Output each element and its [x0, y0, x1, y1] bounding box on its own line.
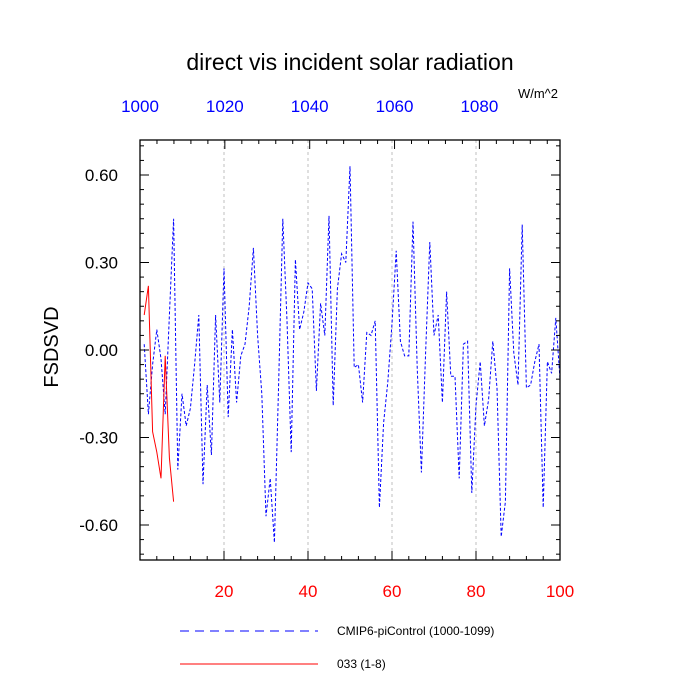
y-tick-label-1: 0.30 [85, 254, 118, 273]
x-tick-label-bottom-20: 20 [215, 582, 234, 601]
x-tick-label-top-1040: 1040 [291, 97, 329, 116]
y-tick-label-4: -0.60 [79, 516, 118, 535]
legend-label-033: 033 (1-8) [337, 657, 386, 671]
tick-labels: 20 40 60 80 100 1000 1020 1040 1060 1080 0.60 0.30 0… [79, 97, 574, 601]
plot-frame [139, 139, 561, 561]
series-line-1 [143, 285, 175, 502]
units-label: W/m^2 [518, 86, 558, 101]
y-tick-label-0: 0.60 [85, 166, 118, 185]
x-tick-label-bottom-60: 60 [383, 582, 402, 601]
y-axis-label: FSDSVD [41, 306, 63, 387]
series-layer [143, 166, 561, 543]
x-tick-label-top-1080: 1080 [460, 97, 498, 116]
x-tick-label-bottom-80: 80 [467, 582, 486, 601]
x-tick-label-top-1020: 1020 [206, 97, 244, 116]
legend-label-cmip6: CMIP6-piControl (1000-1099) [337, 624, 494, 638]
axis-ticks [139, 140, 561, 560]
x-tick-label-top-1060: 1060 [376, 97, 414, 116]
y-tick-label-3: -0.30 [79, 429, 118, 448]
chart-title: direct vis incident solar radiation [186, 49, 513, 75]
grid-lines [223, 140, 477, 560]
x-tick-label-top-1000: 1000 [121, 97, 159, 116]
y-tick-label-2: 0.00 [85, 341, 118, 360]
legend: CMIP6-piControl (1000-1099) 033 (1-8) [180, 624, 494, 671]
x-tick-label-bottom-100: 100 [546, 582, 574, 601]
x-tick-label-bottom-40: 40 [299, 582, 318, 601]
series-line-0 [143, 166, 561, 543]
